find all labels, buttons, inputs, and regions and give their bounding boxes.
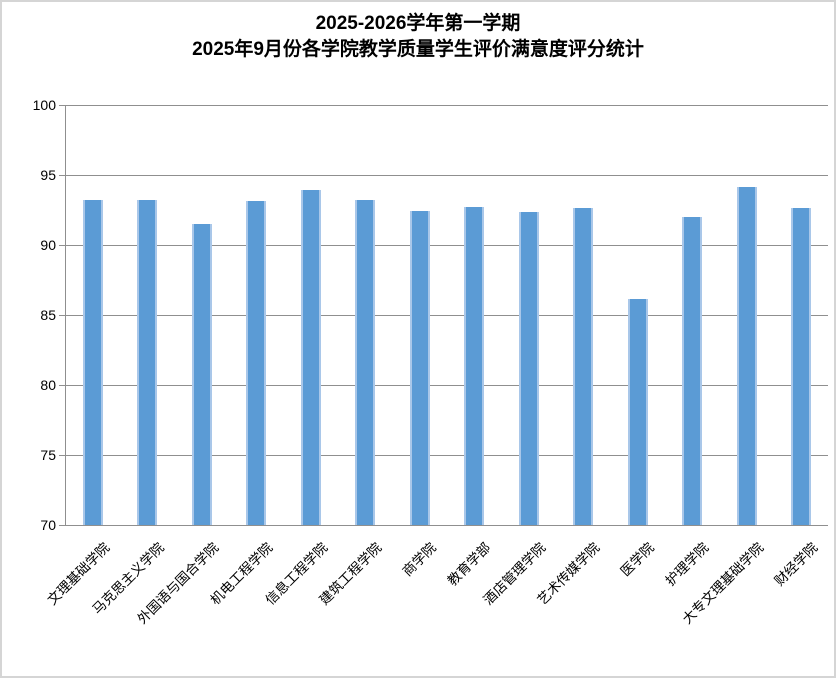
gridline bbox=[65, 244, 828, 246]
x-axis-tick-label: 信息工程学院 bbox=[262, 539, 331, 608]
y-axis-tick-mark bbox=[58, 314, 66, 316]
y-axis-labels: 70 75 80 85 90 95 100 bbox=[2, 2, 56, 676]
x-axis-tick-label: 医学院 bbox=[617, 539, 658, 579]
y-axis-tick-label: 70 bbox=[40, 516, 56, 533]
bar-14 bbox=[791, 208, 812, 525]
x-axis-tick-label: 机电工程学院 bbox=[207, 539, 276, 608]
gridline bbox=[65, 524, 828, 526]
gridline bbox=[65, 174, 828, 176]
y-axis-tick-mark bbox=[58, 454, 66, 456]
chart-title: 2025-2026学年第一学期 2025年9月份各学院教学质量学生评价满意度评分… bbox=[2, 11, 834, 63]
bar-5 bbox=[300, 189, 321, 525]
gridline bbox=[65, 104, 828, 106]
chart-title-line1: 2025-2026学年第一学期 bbox=[315, 13, 521, 34]
bar-9 bbox=[518, 212, 539, 525]
x-axis-tick-label: 大专文理基础学院 bbox=[679, 539, 767, 627]
x-axis-tick-label: 马克思主义学院 bbox=[89, 539, 167, 617]
bar-2 bbox=[137, 199, 158, 525]
y-axis-tick-label: 80 bbox=[40, 376, 56, 393]
x-axis-tick-label: 财经学院 bbox=[771, 539, 821, 589]
x-axis-tick-label: 护理学院 bbox=[662, 539, 712, 589]
bar-13 bbox=[736, 187, 757, 525]
x-axis-tick-label: 外国语与国合学院 bbox=[134, 539, 222, 627]
x-axis-tick-label: 酒店管理学院 bbox=[480, 539, 549, 608]
bar-6 bbox=[355, 199, 376, 525]
bar-12 bbox=[682, 216, 703, 525]
bar-11 bbox=[627, 299, 648, 525]
x-axis-tick-label: 商学院 bbox=[399, 539, 440, 579]
y-axis-tick-label: 95 bbox=[40, 166, 56, 183]
x-axis-tick-label: 建筑工程学院 bbox=[316, 539, 385, 608]
bar-3 bbox=[191, 223, 212, 525]
y-axis-tick-label: 85 bbox=[40, 306, 56, 323]
bar-8 bbox=[464, 206, 485, 525]
bar-4 bbox=[246, 201, 267, 525]
x-axis-tick-label: 教育学部 bbox=[444, 539, 494, 589]
bar-7 bbox=[409, 210, 430, 525]
y-axis-tick-mark bbox=[58, 384, 66, 386]
y-axis-tick-mark bbox=[58, 244, 66, 246]
y-axis-tick-label: 100 bbox=[32, 96, 56, 113]
bar-10 bbox=[573, 208, 594, 525]
y-axis-tick-mark bbox=[58, 104, 66, 106]
gridline bbox=[65, 454, 828, 456]
x-axis-tick-label: 艺术传媒学院 bbox=[534, 539, 603, 608]
gridline bbox=[65, 384, 828, 386]
chart-title-line2: 2025年9月份各学院教学质量学生评价满意度评分统计 bbox=[192, 39, 644, 60]
y-axis-tick-mark bbox=[58, 174, 66, 176]
plot-area bbox=[58, 104, 828, 526]
y-axis-tick-label: 90 bbox=[40, 236, 56, 253]
bar-1 bbox=[82, 199, 103, 525]
y-axis-tick-mark bbox=[58, 524, 66, 526]
y-axis-tick-label: 75 bbox=[40, 446, 56, 463]
gridline bbox=[65, 314, 828, 316]
